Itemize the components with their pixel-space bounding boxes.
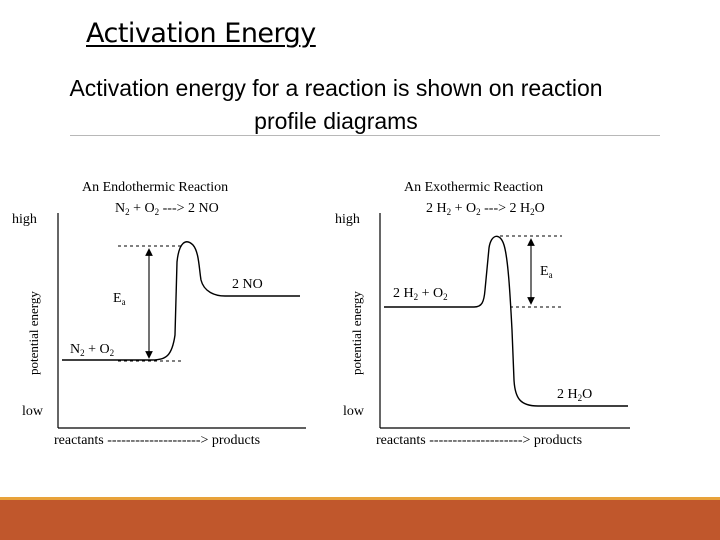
subtitle-line-1: Activation energy for a reaction is show… xyxy=(69,75,603,101)
reaction-profile-diagrams: An Endothermic Reaction N2 + O2 ---> 2 N… xyxy=(12,180,630,448)
endothermic-energy-curve xyxy=(62,241,300,361)
exothermic-ea-label: Ea xyxy=(540,264,553,280)
exothermic-title: An Exothermic Reaction xyxy=(404,180,543,195)
exothermic-y-high: high xyxy=(335,212,360,227)
exothermic-y-axis-label: potential energy xyxy=(349,291,364,375)
exothermic-x-axis-label: reactants --------------------> products xyxy=(376,433,582,448)
exothermic-equation: 2 H2 + O2 ---> 2 H2O xyxy=(426,201,545,217)
endothermic-title: An Endothermic Reaction xyxy=(82,180,228,195)
endothermic-equation: N2 + O2 ---> 2 NO xyxy=(115,201,219,217)
footer-accent-line xyxy=(0,497,720,500)
slide-subtitle: Activation energy for a reaction is show… xyxy=(0,72,672,138)
exothermic-reactant-label: 2 H2 + O2 xyxy=(393,286,448,302)
endothermic-reactant-label: N2 + O2 xyxy=(70,342,114,358)
endothermic-x-axis-label: reactants --------------------> products xyxy=(54,433,260,448)
endothermic-y-high: high xyxy=(12,212,37,227)
slide-title: Activation Energy xyxy=(86,18,316,49)
subtitle-line-2: profile diagrams xyxy=(254,108,418,134)
endothermic-product-label: 2 NO xyxy=(232,277,263,292)
exothermic-energy-curve xyxy=(384,235,628,407)
endothermic-ea-label: Ea xyxy=(113,291,126,307)
footer-bar xyxy=(0,500,720,540)
exothermic-product-label: 2 H2O xyxy=(557,387,592,403)
title-divider xyxy=(70,135,660,136)
endothermic-diagram: An Endothermic Reaction N2 + O2 ---> 2 N… xyxy=(12,180,306,448)
endothermic-y-low: low xyxy=(22,404,44,419)
exothermic-y-low: low xyxy=(343,404,365,419)
exothermic-diagram: An Exothermic Reaction 2 H2 + O2 ---> 2 … xyxy=(335,180,630,448)
endothermic-y-axis-label: potential energy xyxy=(26,291,41,375)
